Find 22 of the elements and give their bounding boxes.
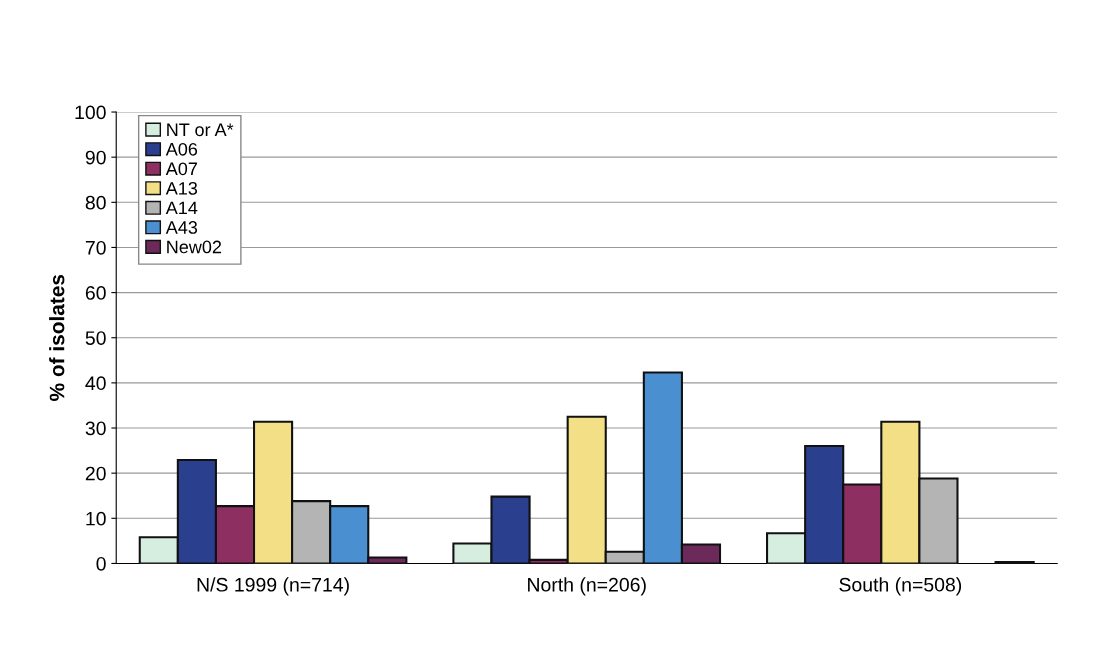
x-tick-label: South (n=508) — [839, 577, 962, 596]
y-tick-label: 20 — [85, 466, 106, 481]
y-tick-label: 10 — [86, 511, 106, 526]
legend-label: A07 — [165, 162, 197, 176]
y-tick-label: 0 — [96, 556, 106, 571]
legend-label: A13 — [165, 181, 198, 195]
y-tick-label: 80 — [85, 195, 106, 210]
legend-label: NT or A* — [167, 123, 234, 137]
y-tick-label: 30 — [85, 421, 106, 436]
y-tick-label: 40 — [85, 376, 106, 391]
y-tick-label: 60 — [85, 286, 106, 300]
y-axis-title: % of isolates — [49, 274, 65, 401]
legend-label: A14 — [165, 201, 198, 215]
legend-label: A43 — [165, 221, 198, 234]
y-tick-label: 70 — [85, 240, 106, 255]
x-tick-label: N/S 1999 (n=714) — [197, 577, 349, 596]
legend-label: A06 — [165, 142, 198, 156]
y-tick-label: 90 — [85, 150, 106, 165]
y-tick-label: 100 — [75, 105, 106, 120]
legend-label: New02 — [167, 240, 222, 254]
y-tick-label: 50 — [85, 331, 106, 345]
x-tick-label: North (n=206) — [528, 577, 646, 596]
